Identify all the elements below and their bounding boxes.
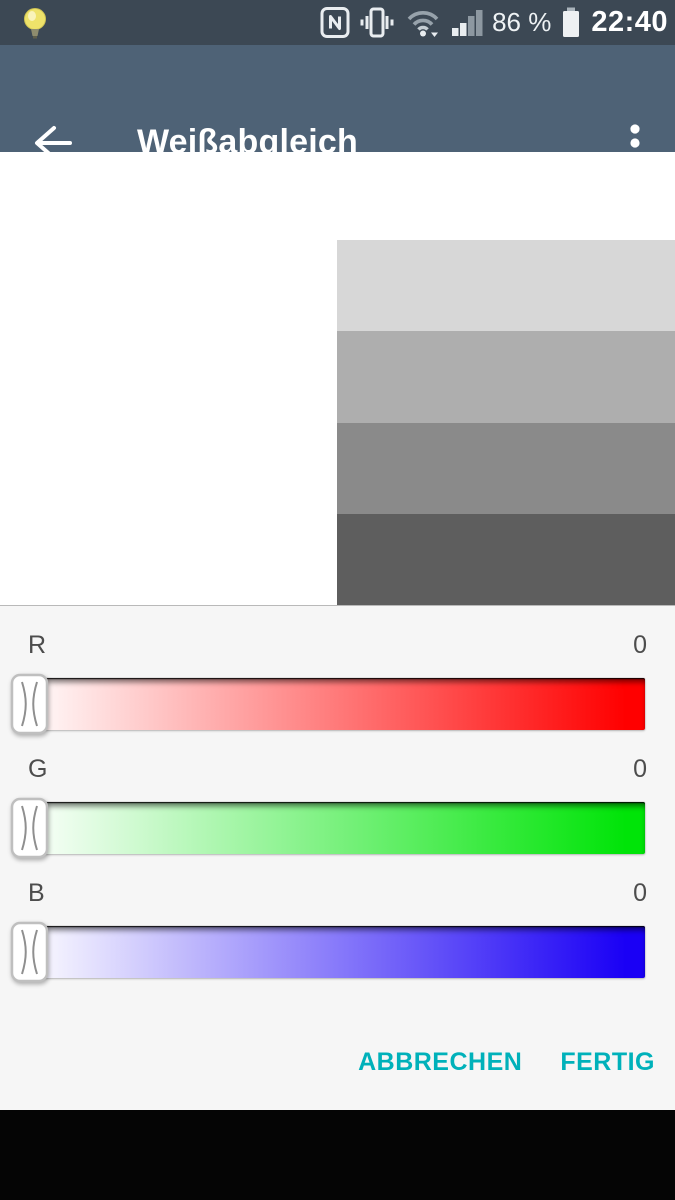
- red-slider-track[interactable]: [10, 673, 645, 735]
- battery-percent-text: 86 %: [492, 7, 552, 37]
- bulb-icon: [24, 8, 46, 39]
- green-slider-track[interactable]: [10, 797, 645, 859]
- android-navigation-bar: [0, 1110, 675, 1200]
- green-slider-value: 0: [633, 754, 647, 783]
- notification-area: [20, 5, 50, 41]
- vibrate-icon: [360, 7, 394, 38]
- wifi-icon: [407, 11, 439, 37]
- gray-swatch-3: [337, 422, 675, 514]
- red-slider-thumb[interactable]: [10, 673, 49, 735]
- blue-slider-label: B: [28, 878, 45, 907]
- dialog-actions: ABBRECHEN FERTIG: [356, 1044, 657, 1081]
- battery-icon: [563, 7, 580, 37]
- green-slider-label: G: [28, 754, 48, 783]
- blue-slider-value: 0: [633, 878, 647, 907]
- gray-swatch-2: [337, 331, 675, 423]
- gray-swatch-1: [337, 240, 675, 332]
- gray-swatch-4: [337, 513, 675, 605]
- signal-icon: [452, 10, 483, 36]
- nfc-icon: [320, 7, 350, 38]
- status-bar: 86 % 22:40: [0, 0, 675, 45]
- app-bar: Weißabgleich: [0, 45, 675, 162]
- rgb-control-panel: R 0 G 0 B 0 ABBRECHEN FERTIG: [0, 605, 675, 1110]
- gray-swatch-stack: [337, 240, 675, 605]
- red-slider-label: R: [28, 630, 47, 659]
- blue-slider-track[interactable]: [10, 921, 645, 983]
- done-button[interactable]: FERTIG: [558, 1044, 657, 1081]
- red-slider-header: R 0: [0, 630, 675, 660]
- clock-text: 22:40: [591, 6, 668, 38]
- system-icons: 86 % 22:40: [320, 0, 668, 45]
- green-slider-header: G 0: [0, 754, 675, 784]
- green-slider-thumb[interactable]: [10, 797, 49, 859]
- blue-slider-header: B 0: [0, 878, 675, 908]
- cancel-button[interactable]: ABBRECHEN: [356, 1044, 524, 1081]
- white-balance-preview: [0, 152, 675, 605]
- red-slider-value: 0: [633, 630, 647, 659]
- blue-slider-thumb[interactable]: [10, 921, 49, 983]
